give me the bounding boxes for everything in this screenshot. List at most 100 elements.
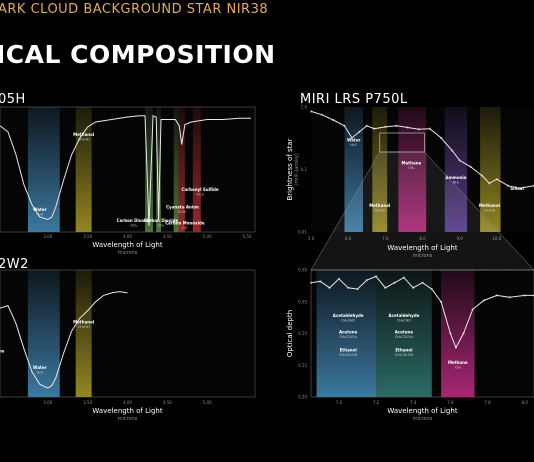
molecule-formula: CH₃COCH₃: [339, 335, 358, 339]
molecule-formula: H₂O: [36, 212, 43, 216]
data-point: [384, 125, 387, 129]
molecule-formula: OCN⁻: [178, 210, 188, 214]
absorption-band-water: [316, 270, 377, 397]
molecule-formula: CH₃OH: [78, 137, 90, 141]
x-tick-label: 5.50: [243, 234, 252, 239]
data-point: [384, 286, 387, 289]
data-point: [454, 346, 458, 349]
molecule-label: Water: [33, 207, 47, 212]
molecule-formula: CH₃OH: [374, 209, 386, 213]
molecule-formula: NH₃: [453, 181, 460, 185]
molecule-formula: CH₃OH: [78, 325, 90, 329]
data-point: [393, 281, 396, 284]
y-tick-label: 0.05: [298, 299, 307, 304]
data-point: [518, 187, 521, 190]
spectrum-line-top_left: [0, 115, 251, 226]
panel-title-top-left: 05H: [0, 92, 26, 107]
absorption-band-methanol: [480, 107, 501, 232]
absorption-band-acetaldehyde: [376, 270, 432, 397]
data-point: [439, 136, 443, 140]
absorption-band-ammonia: [444, 107, 468, 232]
x-tick-label: 5.00: [203, 234, 212, 239]
data-point: [332, 118, 335, 122]
absorption-band-water: [344, 107, 364, 232]
data-point: [451, 149, 454, 152]
data-point: [495, 294, 498, 297]
absorption-band-methane: [441, 270, 475, 397]
x-tick-label: 7.6: [447, 400, 454, 405]
data-point: [471, 308, 474, 311]
molecule-label: Methanol: [73, 132, 95, 137]
y-tick-label: 0.15: [298, 363, 307, 368]
data-point: [309, 281, 313, 284]
y-axis-label: Optical depth: [286, 310, 294, 357]
x-tick-label: 7.0: [336, 400, 343, 405]
x-axis-label: Wavelength of Light: [387, 244, 457, 252]
molecule-formula: CH₃CH₂OH: [339, 353, 358, 357]
data-point: [428, 127, 432, 130]
molecule-formula: CH₄: [408, 166, 415, 170]
absorption-band-carbon_dioxide: [156, 107, 161, 232]
molecule-label: Acetaldehyde: [333, 313, 364, 318]
panel-title-bottom-left: 2W2: [0, 257, 29, 272]
data-point: [488, 182, 491, 185]
molecule-label: Carbon Dioxide: [144, 218, 179, 223]
absorption-band-carbon_dioxide: [173, 107, 179, 232]
molecule-formula: OCS: [196, 192, 204, 196]
data-point: [508, 296, 511, 299]
x-tick-label: 5.0: [308, 236, 315, 241]
molecule-label: Methane: [401, 161, 421, 166]
data-point: [347, 286, 350, 289]
y-tick-label: 0.00: [298, 268, 307, 273]
x-axis-label: Wavelength of Light: [92, 241, 162, 249]
molecule-label: Acetone: [395, 330, 414, 335]
molecule-label: Methanol: [479, 203, 501, 208]
x-tick-label: 7.0: [382, 236, 389, 241]
x-axis-unit: microns: [413, 253, 433, 259]
x-tick-label: 3.00: [43, 400, 52, 405]
panel-title-top-right: MIRI LRS P750L: [300, 92, 408, 107]
absorption-band-carbon_monoxide: [192, 107, 201, 232]
absorption-band-carbon_monoxide: [178, 107, 185, 232]
x-tick-label: 9.0: [456, 236, 463, 241]
x-axis-unit: microns: [118, 250, 138, 256]
molecule-formula: CO₂: [131, 224, 138, 228]
molecule-label: Silicat: [510, 186, 524, 191]
zoom-box: [379, 132, 425, 153]
y-tick-label: 0.20: [298, 395, 307, 400]
absorption-band-water: [27, 270, 60, 397]
molecule-label: Methanol: [369, 203, 391, 208]
x-axis-unit: microns: [413, 416, 433, 422]
data-point: [321, 113, 324, 116]
x-axis-label: Wavelength of Light: [387, 407, 457, 415]
molecule-label: Cyanate Anion: [166, 204, 199, 209]
molecule-label: Carbonyl Sulfide: [181, 187, 218, 192]
data-point: [365, 279, 368, 282]
data-point: [328, 286, 331, 289]
data-point: [395, 124, 398, 127]
molecule-label: Methane: [448, 360, 468, 365]
x-tick-label: 10.0: [492, 236, 501, 241]
molecule-label: Methanol: [73, 319, 95, 324]
molecule-label: Carbon Dioxide: [117, 218, 152, 223]
molecule-formula: CO: [182, 226, 187, 230]
x-tick-label: 8.0: [419, 236, 426, 241]
data-point: [469, 165, 472, 169]
x-tick-label: 3.50: [83, 234, 92, 239]
y-tick-label: 0.10: [298, 331, 307, 336]
spectrum-line-bottom_right: [310, 275, 534, 349]
molecule-label: Water: [347, 138, 361, 143]
data-point: [482, 299, 485, 302]
data-point: [343, 124, 346, 127]
y-tick-label: 0.1: [301, 167, 308, 172]
molecule-formula: H₂O: [350, 143, 357, 147]
data-point: [373, 127, 376, 130]
data-point: [406, 126, 409, 129]
x-tick-label: 4.00: [123, 400, 132, 405]
data-point: [402, 276, 406, 279]
data-point: [337, 277, 340, 280]
data-point: [495, 178, 498, 181]
absorption-band-carbon_dioxide: [145, 107, 153, 232]
x-tick-label: 3.50: [83, 400, 92, 405]
